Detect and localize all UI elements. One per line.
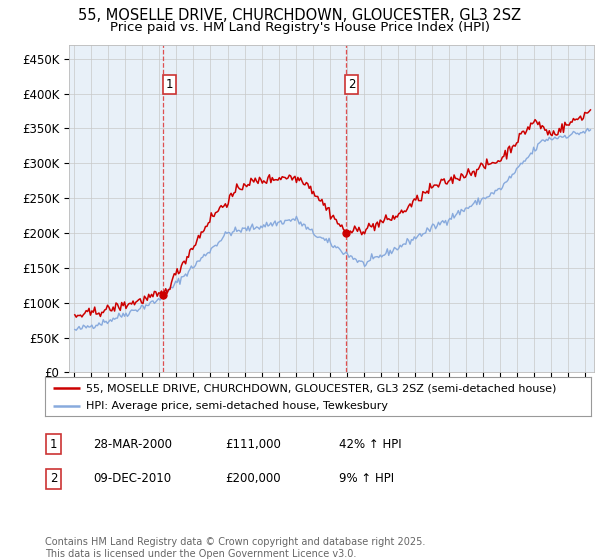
- Text: 55, MOSELLE DRIVE, CHURCHDOWN, GLOUCESTER, GL3 2SZ: 55, MOSELLE DRIVE, CHURCHDOWN, GLOUCESTE…: [79, 8, 521, 24]
- Text: Contains HM Land Registry data © Crown copyright and database right 2025.
This d: Contains HM Land Registry data © Crown c…: [45, 537, 425, 559]
- Text: 09-DEC-2010: 09-DEC-2010: [93, 472, 171, 486]
- Text: £111,000: £111,000: [225, 437, 281, 451]
- Text: 2: 2: [50, 472, 58, 486]
- Text: 28-MAR-2000: 28-MAR-2000: [93, 437, 172, 451]
- Text: 1: 1: [166, 78, 173, 91]
- Text: 55, MOSELLE DRIVE, CHURCHDOWN, GLOUCESTER, GL3 2SZ (semi-detached house): 55, MOSELLE DRIVE, CHURCHDOWN, GLOUCESTE…: [86, 383, 556, 393]
- Text: 2: 2: [348, 78, 355, 91]
- Text: 9% ↑ HPI: 9% ↑ HPI: [339, 472, 394, 486]
- Text: 1: 1: [50, 437, 58, 451]
- Text: 42% ↑ HPI: 42% ↑ HPI: [339, 437, 401, 451]
- Text: Price paid vs. HM Land Registry's House Price Index (HPI): Price paid vs. HM Land Registry's House …: [110, 21, 490, 34]
- Text: HPI: Average price, semi-detached house, Tewkesbury: HPI: Average price, semi-detached house,…: [86, 401, 388, 411]
- Text: £200,000: £200,000: [225, 472, 281, 486]
